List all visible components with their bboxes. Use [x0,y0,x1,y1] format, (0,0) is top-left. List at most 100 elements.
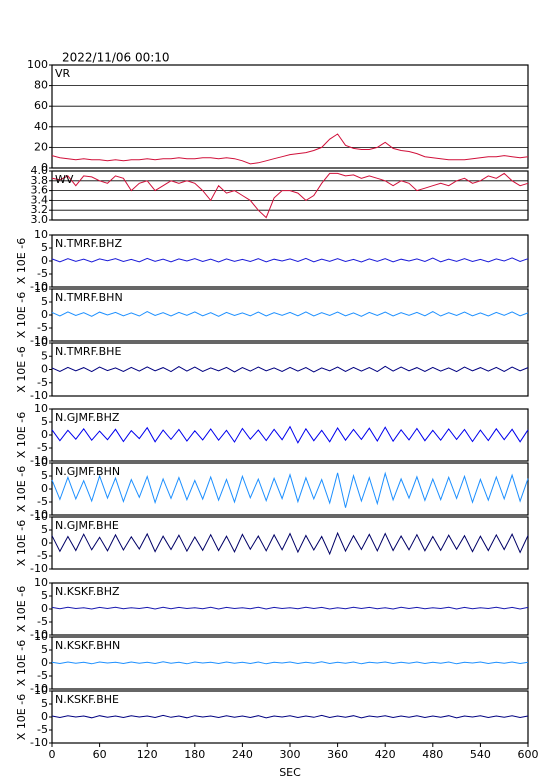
y-tick-label: 3.0 [31,213,49,226]
y-tick-label: 3.6 [31,184,49,197]
y-axis-label: X 10E -6 [15,640,28,686]
panel-label: N.GJMF.BHN [55,465,120,478]
trace [51,133,529,165]
y-tick-label: 5 [41,469,48,482]
y-tick-label: 3.2 [31,203,49,216]
y-tick-label: -10 [30,628,48,641]
y-tick-label: 3.8 [31,174,49,187]
y-tick-label: 10 [34,684,48,697]
panel-frame [51,234,529,288]
x-tick-label: 300 [280,748,301,761]
y-tick-label: 10 [34,402,48,415]
y-tick-label: -10 [30,682,48,695]
y-tick-label: 10 [34,576,48,589]
panel-label: N.KSKF.BHE [55,693,119,706]
y-tick-label: 10 [34,510,48,523]
y-tick-label: -10 [30,280,48,293]
x-tick-label: 60 [93,748,107,761]
y-tick-label: 100 [27,58,48,71]
x-tick-label: 360 [327,748,348,761]
x-tick-label: 540 [470,748,491,761]
chart-title: 2022/11/06 00:10 [62,51,170,65]
panel-label: VR [55,67,71,80]
panel-label: N.GJMF.BHZ [55,411,120,424]
y-axis-label: X 10E -6 [15,466,28,512]
y-tick-label: 10 [34,282,48,295]
y-tick-label: 5 [41,589,48,602]
y-tick-label: 5 [41,523,48,536]
y-tick-label: 5 [41,295,48,308]
trace [51,531,529,556]
trace [51,606,529,610]
y-tick-label: 5 [41,415,48,428]
x-tick-label: 120 [137,748,158,761]
y-tick-label: -5 [37,376,48,389]
y-tick-label: -5 [37,669,48,682]
y-tick-label: -10 [30,334,48,347]
y-tick-label: 0 [41,428,48,441]
y-tick-label: 60 [34,99,48,112]
y-tick-label: 0 [41,536,48,549]
trace [51,661,529,665]
y-tick-label: 5 [41,697,48,710]
panel-label: N.KSKF.BHZ [55,585,120,598]
y-tick-label: -10 [30,508,48,521]
panel-label: N.TMRF.BHE [55,345,121,358]
y-axis-label: X 10E -6 [15,586,28,632]
y-tick-label: 5 [41,349,48,362]
y-tick-label: -5 [37,441,48,454]
y-axis-label: X 10E -6 [15,694,28,740]
y-tick-label: 0 [41,161,48,174]
trace [51,365,529,373]
trace [51,425,529,444]
panel-label: N.TMRF.BHN [55,291,123,304]
x-tick-label: 240 [232,748,253,761]
panel-frame [51,408,529,462]
x-tick-label: 420 [375,748,396,761]
panel-frame [51,636,529,690]
y-tick-label: 0 [41,308,48,321]
y-tick-label: -5 [37,267,48,280]
y-tick-label: 10 [34,228,48,241]
y-tick-label: -5 [37,723,48,736]
x-axis-label: SEC [279,766,301,779]
y-tick-label: 4.0 [31,164,49,177]
panel-label: WV [55,173,74,186]
y-axis-label: X 10E -6 [15,238,28,284]
panel-frame [51,170,529,221]
y-tick-label: -10 [30,562,48,575]
y-tick-label: -10 [30,389,48,402]
panel-frame [51,64,529,169]
panel-frame [51,516,529,570]
y-tick-label: 5 [41,241,48,254]
y-tick-label: 0 [41,254,48,267]
y-tick-label: -5 [37,495,48,508]
x-tick-label: 0 [49,748,56,761]
trace [51,714,529,719]
y-tick-label: 10 [34,336,48,349]
y-tick-label: 0 [41,482,48,495]
x-tick-label: 480 [422,748,443,761]
y-tick-label: 80 [34,79,48,92]
y-tick-label: 10 [34,456,48,469]
x-tick-label: 600 [518,748,539,761]
panel-label: N.KSKF.BHN [55,639,120,652]
y-tick-label: 0 [41,656,48,669]
trace [51,172,529,219]
panel-label: N.GJMF.BHE [55,519,119,532]
panel-frame [51,582,529,636]
y-tick-label: -10 [30,454,48,467]
y-tick-label: 40 [34,120,48,133]
y-tick-label: 0 [41,710,48,723]
y-tick-label: -5 [37,615,48,628]
panel-frame [51,288,529,342]
x-tick-label: 180 [184,748,205,761]
panel-frame [51,342,529,397]
y-tick-label: 3.4 [31,193,49,206]
y-tick-label: -10 [30,736,48,749]
y-axis-label: X 10E -6 [15,412,28,458]
panel-label: N.TMRF.BHZ [55,237,122,250]
y-tick-label: -5 [37,321,48,334]
y-tick-label: 20 [34,140,48,153]
